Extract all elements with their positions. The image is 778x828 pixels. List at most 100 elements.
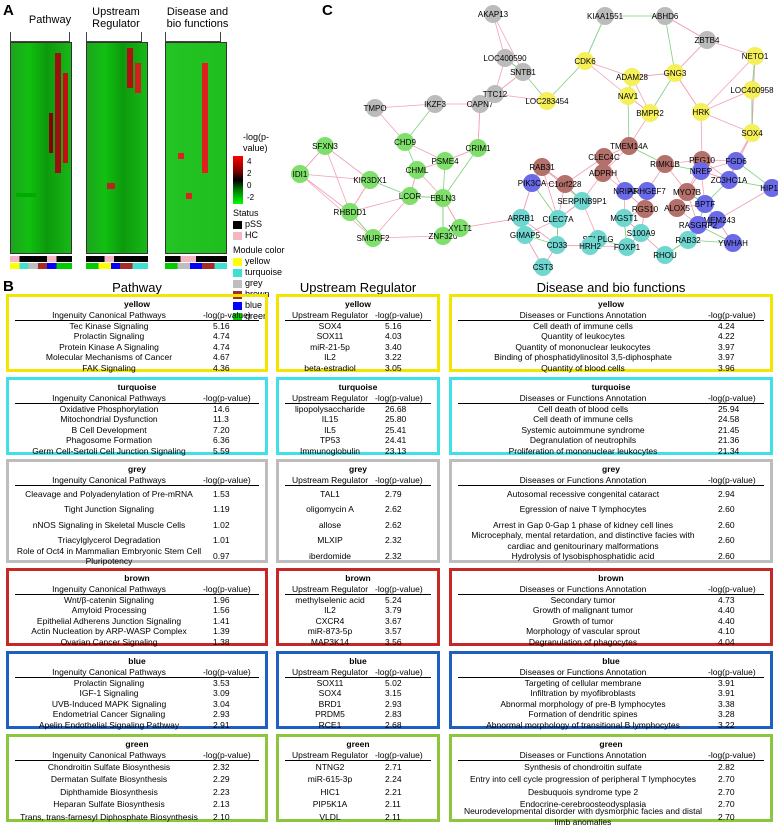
row-value: 1.39 (213, 626, 230, 637)
network-node-circle (471, 95, 489, 113)
table-row: Growth of tumor 4.40 (458, 616, 764, 626)
row-label: Phagosome Formation (66, 435, 152, 446)
network-node: ADAM28 (616, 68, 649, 86)
network-node-label: CHD9 (394, 138, 416, 147)
network-edge (324, 145, 351, 213)
network-node-label: PEG10 (689, 156, 715, 165)
module-table-title: grey (602, 464, 620, 474)
row-value: 2.24 (385, 774, 402, 785)
network-node-circle (523, 174, 541, 192)
network-node-label: TMEM243 (699, 216, 736, 225)
column-title-upstream: Upstream Regulator (299, 280, 417, 295)
header-name: Diseases or Functions Annotation (519, 749, 647, 760)
network-edge (299, 173, 374, 239)
table-row: Trans, trans-farnesyl Diphosphate Biosyn… (15, 811, 259, 823)
row-value: 2.60 (718, 519, 735, 530)
network-node-circle (396, 133, 414, 151)
network-node-circle (436, 152, 454, 170)
table-row: miR-873-5p 3.57 (285, 626, 431, 636)
network-node-circle (668, 199, 686, 217)
legend-module-title: Module color (233, 245, 285, 255)
network-node-label: LOC400590 (483, 54, 527, 63)
network-node-label: LOC400958 (730, 86, 774, 95)
row-label: MLXIP (317, 535, 343, 546)
network-node: IDI1 (291, 165, 309, 183)
table-row: Microcephaly, mental retardation, and di… (458, 530, 764, 551)
heatmap-dendrogram-3 (165, 32, 221, 42)
table-row: Arrest in Gap 0-Gap 1 phase of kidney ce… (458, 517, 764, 533)
table-header: Ingenuity Canonical Pathways -log(p-value… (15, 584, 259, 595)
row-value: 2.70 (718, 774, 735, 785)
row-label: Tec Kinase Signaling (69, 320, 149, 331)
table-header: Upstream Regulator -log(p-value) (285, 666, 431, 678)
row-label: Arrest in Gap 0-Gap 1 phase of kidney ce… (492, 519, 673, 530)
table-row: Actin Nucleation by ARP-WASP Complex 1.39 (15, 626, 259, 636)
network-node-circle (708, 211, 726, 229)
network-node-circle (666, 64, 684, 82)
network-node-label: TTC12 (483, 90, 508, 99)
row-value: 3.56 (385, 636, 402, 647)
network-edge (716, 187, 773, 221)
table-row: IGF-1 Signaling 3.09 (15, 688, 259, 698)
network-node-circle (689, 216, 707, 234)
header-value: -log(p-value) (375, 666, 423, 677)
network-node-label: CRIM1 (466, 144, 491, 153)
network-node: MGST1 (610, 209, 638, 227)
network-node-label: BMPR2 (636, 109, 664, 118)
module-table-title: yellow (598, 299, 624, 309)
module-table-grey-disease: grey Diseases or Functions Annotation -log… (449, 459, 773, 563)
table-row: MLXIP 2.32 (285, 533, 431, 549)
row-label: Triacylglycerol Degradation (57, 535, 161, 546)
header-value: -log(p-value) (375, 749, 423, 760)
module-table-title: brown (124, 573, 150, 583)
network-node: CRIM1 (466, 139, 491, 157)
table-row: Desbuquois syndrome type 2 2.70 (458, 786, 764, 798)
network-node: CHML (406, 161, 429, 179)
row-label: Hydrolysis of lysobisphosphatidic acid (511, 550, 655, 561)
row-label: Mitochondrial Dysfunction (60, 414, 158, 425)
network-node: CLEC7A (542, 210, 574, 228)
network-node-circle (656, 7, 674, 25)
row-value: 4.74 (213, 341, 230, 352)
network-node: RAB31 (529, 158, 555, 176)
network-node: XYLT1 (448, 219, 472, 237)
network-node-circle (548, 236, 566, 254)
network-node-circle (316, 137, 334, 155)
row-label: Endometrial Cancer Signaling (52, 709, 166, 720)
network-node: NRIP3 (613, 182, 637, 200)
table-header: Diseases or Functions Annotation -log(p-v… (458, 749, 764, 761)
table-header: Upstream Regulator -log(p-value) (285, 749, 431, 761)
status-strip-1 (10, 256, 72, 262)
row-label: SOX11 (316, 677, 344, 688)
row-value: 2.60 (718, 550, 735, 561)
table-row: MAP3K14 3.56 (285, 637, 431, 647)
row-value: 3.40 (385, 341, 402, 352)
module-table-yellow-pathway: yellow Ingenuity Canonical Pathways -log(p… (6, 294, 268, 373)
network-node: HRK (692, 103, 710, 121)
module-swatch-turquoise (233, 268, 242, 277)
network-node: RHOU (653, 246, 677, 264)
network-node-circle (576, 52, 594, 70)
network-node-circle (434, 189, 452, 207)
row-value: 6.36 (213, 435, 230, 446)
network-node-circle (696, 195, 714, 213)
row-value: 21.36 (718, 435, 740, 446)
table-row: Autosomal recessive congenital cataract 2… (458, 486, 764, 502)
row-value: 3.09 (213, 688, 230, 699)
module-label: green (245, 311, 269, 321)
network-node-circle (678, 183, 696, 201)
row-label: Synthesis of chondroitin sulfate (524, 761, 642, 772)
row-value: 3.57 (385, 626, 402, 637)
network-node-circle (549, 210, 567, 228)
row-value: 3.05 (385, 362, 402, 373)
table-row: Morphology of vascular sprout 4.10 (458, 626, 764, 636)
table-row: Egression of naive T lymphocytes 2.60 (458, 502, 764, 518)
module-table-title: yellow (124, 299, 150, 309)
status-swatch-pss (233, 220, 242, 229)
module-table-title: grey (349, 464, 367, 474)
row-label: miR-615-3p (307, 774, 353, 785)
network-node: TMEM14A (610, 137, 649, 155)
network-node: BPTF (695, 195, 715, 213)
table-row: B Cell Development 7.20 (15, 425, 259, 435)
module-table-title: blue (602, 656, 620, 666)
